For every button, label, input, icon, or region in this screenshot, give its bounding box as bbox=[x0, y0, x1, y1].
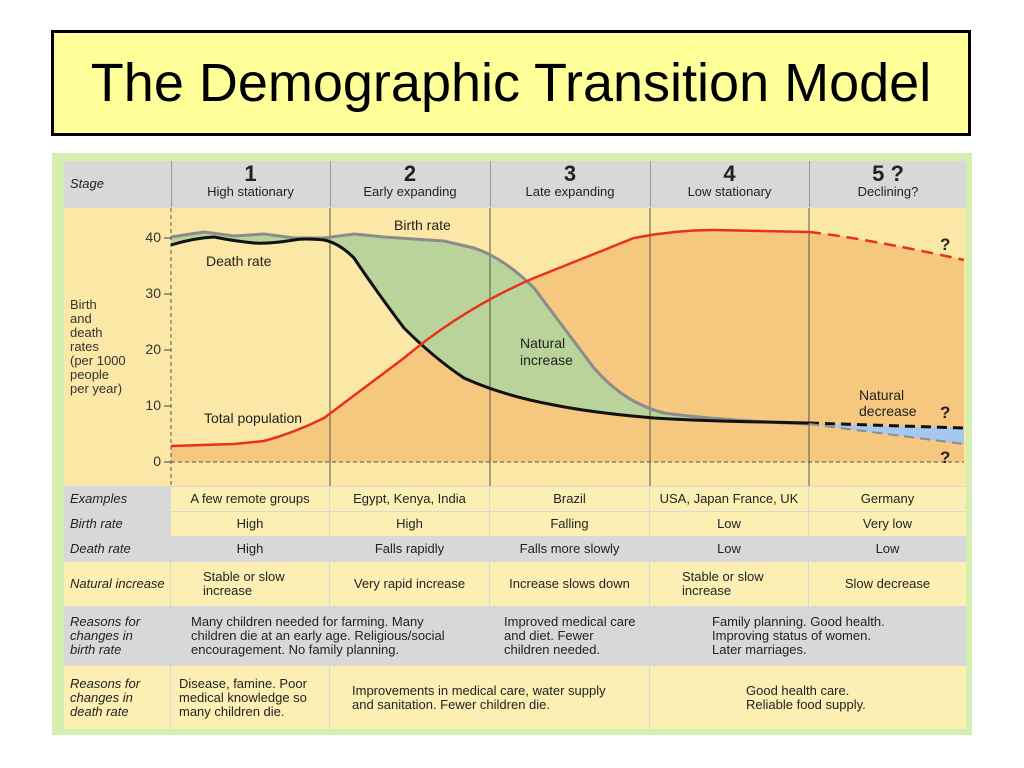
y-axis-tick-label: 0 bbox=[153, 453, 161, 469]
stage-name: High stationary bbox=[207, 184, 294, 199]
y-axis-label-line: rates bbox=[70, 339, 99, 354]
stage-2-header: 2 Early expanding bbox=[330, 161, 489, 207]
natural-increase-row-label: Natural increase bbox=[64, 562, 170, 606]
y-axis-label-line: death bbox=[70, 325, 103, 340]
stage-name: Low stationary bbox=[687, 184, 772, 199]
stage-1-header: 1 High stationary bbox=[171, 161, 329, 207]
stage-3-header: 3 Late expanding bbox=[490, 161, 649, 207]
y-axis-tick-label: 20 bbox=[145, 341, 161, 357]
transition-graph: 40 30 20 10 0 Birth rate Death rate Tota… bbox=[145, 208, 965, 486]
death-rate-dashed-line bbox=[808, 421, 965, 430]
question-mark-upper: ? bbox=[940, 235, 950, 254]
y-axis-label: Birth and death rates (per 1000 people p… bbox=[70, 298, 126, 396]
death-rate-stage-2: Falls rapidly bbox=[330, 537, 489, 561]
death-rate-line bbox=[170, 235, 810, 425]
birth-rate-line bbox=[170, 230, 810, 426]
birth-rate-stage-1: High bbox=[171, 512, 329, 536]
stage-name: Declining? bbox=[857, 184, 919, 199]
birth-reasons-stage-1-2: Many children needed for farming. Many c… bbox=[171, 607, 489, 665]
birth-rate-stage-2: High bbox=[330, 512, 489, 536]
birth-rate-label: Birth rate bbox=[394, 217, 451, 233]
graph-area: Birth and death rates (per 1000 people p… bbox=[64, 208, 966, 486]
death-rate-stage-5: Low bbox=[809, 537, 966, 561]
stage-number: 1 bbox=[244, 161, 257, 186]
examples-stage-1: A few remote groups bbox=[171, 487, 329, 511]
birth-reasons-stage-4-5: Family planning. Good health. Improving … bbox=[650, 607, 966, 665]
natural-increase-label: increase bbox=[520, 352, 573, 368]
y-axis-label-line: and bbox=[70, 311, 92, 326]
natural-increase-stage-5: Slow decrease bbox=[809, 562, 966, 606]
stage-number: 2 bbox=[403, 161, 417, 186]
death-reasons-row-label: Reasons for changes in death rate bbox=[64, 666, 170, 729]
examples-stage-2: Egypt, Kenya, India bbox=[330, 487, 489, 511]
natural-increase-stage-2: Very rapid increase bbox=[330, 562, 489, 606]
population-line bbox=[170, 228, 810, 448]
natural-increase-stage-4: Stable or slow increase bbox=[650, 562, 808, 606]
demographic-figure: Stage 1 High stationary 2 Early expandin… bbox=[52, 153, 972, 735]
population-dashed-line bbox=[808, 230, 965, 262]
stage-5-header: 5 ? Declining? bbox=[809, 161, 966, 207]
examples-row-label: Examples bbox=[64, 487, 170, 511]
page-title: The Demographic Transition Model bbox=[90, 53, 932, 113]
death-rate-row-label: Death rate bbox=[64, 537, 170, 561]
stage-name: Early expanding bbox=[363, 184, 457, 199]
question-mark-middle: ? bbox=[940, 403, 950, 422]
birth-rate-stage-3: Falling bbox=[490, 512, 649, 536]
natural-increase-stage-1: Stable or slow increase bbox=[171, 562, 329, 606]
death-rate-stage-1: High bbox=[171, 537, 329, 561]
death-reasons-stage-4-5: Good health care. Reliable food supply. bbox=[650, 666, 966, 729]
natural-decrease-label: Natural bbox=[859, 387, 904, 403]
stage-number: 4 bbox=[723, 161, 736, 186]
title-box: The Demographic Transition Model bbox=[51, 30, 971, 136]
y-axis-label-line: Birth bbox=[70, 297, 97, 312]
y-axis-tick-label: 30 bbox=[145, 285, 161, 301]
stage-number: 3 bbox=[563, 161, 577, 186]
y-axis-label-line: per year) bbox=[70, 381, 123, 396]
death-reasons-stage-2-3: Improvements in medical care, water supp… bbox=[330, 666, 649, 729]
birth-reasons-row-label: Reasons for changes in birth rate bbox=[64, 607, 170, 665]
stage-number: 5 ? bbox=[872, 161, 904, 186]
stage-header-cell: Stage bbox=[64, 161, 170, 207]
examples-stage-5: Germany bbox=[809, 487, 966, 511]
figure-panel: Stage 1 High stationary 2 Early expandin… bbox=[64, 161, 966, 729]
y-axis-tick-label: 10 bbox=[145, 397, 161, 413]
death-rate-stage-3: Falls more slowly bbox=[490, 537, 649, 561]
natural-increase-stage-3: Increase slows down bbox=[490, 562, 649, 606]
natural-decrease-label: decrease bbox=[859, 403, 917, 419]
examples-stage-3: Brazil bbox=[490, 487, 649, 511]
y-axis-tick-label: 40 bbox=[145, 229, 161, 245]
birth-reasons-stage-3: Improved medical care and diet. Fewer ch… bbox=[490, 607, 649, 665]
natural-increase-label: Natural bbox=[520, 335, 565, 351]
y-axis-label-line: people bbox=[70, 367, 110, 382]
stage-name: Late expanding bbox=[525, 184, 615, 199]
birth-rate-row-label: Birth rate bbox=[64, 512, 170, 536]
stage-header-label: Stage bbox=[70, 176, 104, 191]
birth-rate-stage-4: Low bbox=[650, 512, 808, 536]
death-rate-label: Death rate bbox=[206, 253, 272, 269]
y-axis-label-line: (per 1000 bbox=[70, 353, 126, 368]
question-mark-lower: ? bbox=[940, 448, 950, 467]
death-reasons-stage-1: Disease, famine. Poor medical knowledge … bbox=[171, 666, 329, 729]
birth-rate-stage-5: Very low bbox=[809, 512, 966, 536]
stage-4-header: 4 Low stationary bbox=[650, 161, 808, 207]
total-population-label: Total population bbox=[204, 410, 302, 426]
birth-rate-dashed-line bbox=[808, 423, 965, 445]
death-rate-stage-4: Low bbox=[650, 537, 808, 561]
examples-stage-4: USA, Japan France, UK bbox=[650, 487, 808, 511]
